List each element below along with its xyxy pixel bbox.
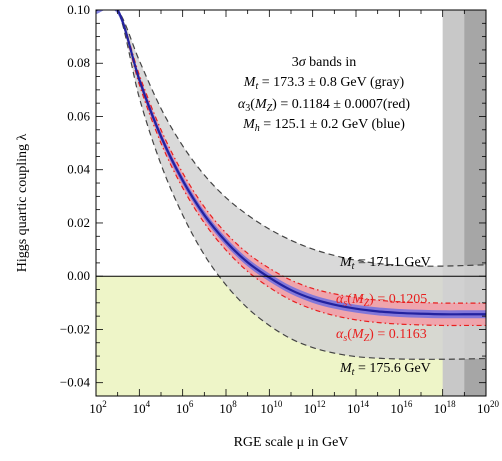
label-alpha-s-high: αs(MZ) = 0.1205 [336,292,427,309]
y-tick-label: −0.04 [60,375,91,390]
y-tick-label: 0.02 [67,215,90,230]
x-tick-label: 1018 [434,399,457,416]
x-tick-label: 1012 [304,399,326,416]
y-axis-title: Higgs quartic coupling λ [15,133,30,272]
x-tick-label: 1010 [260,399,283,416]
x-tick-label: 104 [133,399,151,416]
x-tick-label: 1020 [477,399,500,416]
x-tick-label: 102 [89,399,107,416]
alpha-s-low-curve [96,10,486,304]
y-tick-label: −0.02 [60,321,90,336]
annotation-line-higgs-mass: Mh = 125.1 ± 0.2 GeV (blue) [242,117,405,134]
bands-annotation: 3σ bands in Mt = 173.3 ± 0.8 GeV (gray) … [238,55,411,134]
y-tick-label: 0.00 [67,268,90,283]
x-tick-label: 108 [219,399,237,416]
annotation-line-alpha-s: α3(MZ) = 0.1184 ± 0.0007(red) [238,97,411,114]
y-tick-label: 0.06 [67,108,90,123]
label-alpha-s-low: αs(MZ) = 0.1163 [336,327,427,344]
top-mass-uncertainty-band [96,10,486,360]
axis-ticks [95,9,487,397]
central-curve [96,10,486,316]
y-tick-label: 0.08 [67,55,90,70]
top-mass-high-curve [96,10,486,360]
label-top-mass-low: Mt = 171.1 GeV [339,255,431,272]
annotation-line-top-mass: Mt = 173.3 ± 0.8 GeV (gray) [243,75,405,92]
annotation-title: 3σ bands in [292,55,356,70]
y-tick-label: 0.10 [67,2,90,17]
alpha-s-high-curve [96,10,486,327]
x-tick-label: 106 [176,399,194,416]
x-tick-label: 1016 [390,399,413,416]
top-mass-low-curve [96,10,486,267]
x-axis-title: RGE scale μ in GeV [234,435,349,450]
x-tick-labels: 102 104 106 108 1010 1012 1014 1016 1018 1020 [89,399,499,416]
label-top-mass-high: Mt = 175.6 GeV [339,361,431,378]
y-tick-labels: 0.10 0.08 0.06 0.04 0.02 0.00 −0.02 −0.04 [60,2,91,390]
x-tick-label: 1014 [347,399,370,416]
y-tick-label: 0.04 [67,162,90,177]
